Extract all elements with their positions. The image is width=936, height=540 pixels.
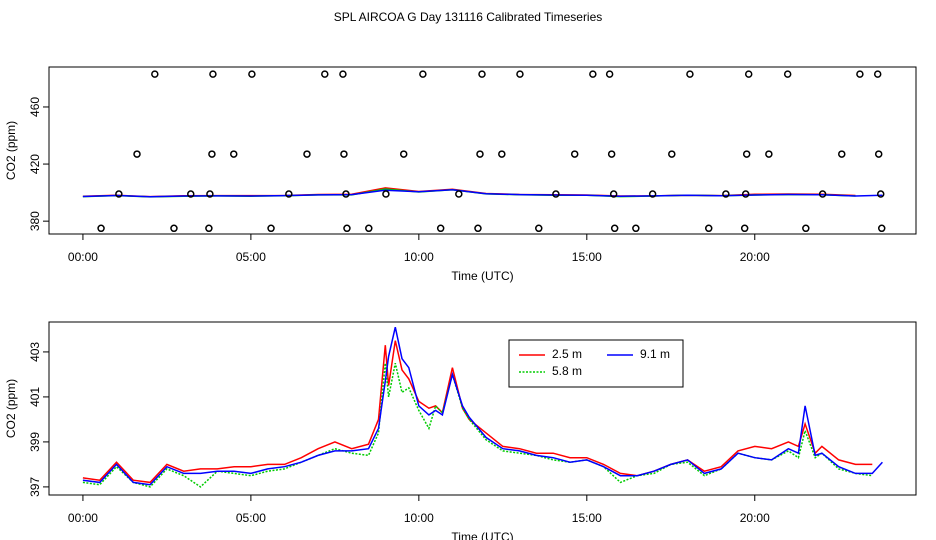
point [589, 70, 597, 78]
page-title: SPL AIRCOA G Day 131116 Calibrated Times… [334, 10, 603, 24]
point [516, 70, 524, 78]
legend-label: 2.5 m [552, 347, 582, 361]
point [285, 190, 293, 198]
point [648, 190, 657, 198]
point [97, 224, 105, 233]
point [151, 70, 159, 78]
x-tick-label: 10:00 [404, 250, 434, 264]
point [478, 70, 486, 78]
point [382, 190, 390, 198]
point [343, 224, 351, 233]
point [686, 70, 694, 78]
point [209, 70, 217, 78]
x-tick-label: 10:00 [404, 511, 434, 525]
legend-box [508, 339, 684, 388]
point [838, 150, 846, 158]
point [874, 150, 883, 158]
point [856, 70, 864, 78]
point [605, 70, 614, 78]
point [722, 190, 730, 198]
x-tick-label: 00:00 [68, 250, 98, 264]
point [115, 190, 123, 198]
y-tick-label: 399 [28, 432, 42, 452]
x-axis-label: Time (UTC) [451, 530, 513, 540]
legend: 2.5 m 5.8 m 9.1 m [508, 339, 684, 388]
x-axis-label: Time (UTC) [451, 269, 513, 283]
series-line [82, 327, 883, 486]
y-tick-label: 401 [28, 387, 42, 407]
point [609, 190, 618, 198]
y-tick-label: 403 [28, 342, 42, 362]
point [744, 70, 753, 78]
point [877, 224, 886, 233]
panel: 00:00 05:00 10:00 15:00 20:00 380 420 460 Time (… [4, 66, 917, 283]
series-line [82, 340, 873, 484]
point [704, 224, 713, 233]
point [267, 224, 275, 233]
point [498, 150, 506, 158]
point [741, 190, 750, 198]
point [742, 150, 751, 158]
point [340, 150, 348, 158]
point [668, 150, 676, 158]
x-tick-label: 00:00 [68, 511, 98, 525]
point [419, 70, 427, 78]
plot-frame [48, 66, 917, 235]
point [248, 70, 256, 78]
plot-frame [48, 321, 917, 496]
point [133, 150, 141, 158]
point [342, 190, 350, 198]
point [321, 70, 329, 78]
point [765, 150, 773, 158]
point [303, 150, 311, 158]
y-axis-label: CO2 (ppm) [4, 379, 18, 438]
point [535, 224, 543, 233]
legend-label: 9.1 m [640, 347, 670, 361]
point [552, 190, 560, 198]
point [876, 190, 885, 198]
point [436, 224, 445, 233]
point [399, 150, 408, 158]
point [365, 224, 373, 233]
point [208, 150, 216, 158]
y-tick-label: 397 [28, 477, 42, 497]
x-tick-label: 05:00 [236, 511, 266, 525]
point [339, 70, 347, 78]
y-tick-label: 380 [28, 211, 42, 231]
series-line [82, 363, 873, 488]
point [632, 224, 640, 233]
x-tick-label: 20:00 [740, 511, 770, 525]
point [873, 70, 882, 78]
x-tick-label: 20:00 [740, 250, 770, 264]
point [455, 190, 463, 198]
x-tick-label: 05:00 [236, 250, 266, 264]
point [170, 224, 178, 233]
point [570, 150, 579, 158]
point [187, 190, 195, 198]
y-tick-label: 460 [28, 97, 42, 117]
point [740, 224, 749, 233]
x-tick-label: 15:00 [572, 250, 602, 264]
y-axis-label: CO2 (ppm) [4, 121, 18, 180]
legend-label: 5.8 m [552, 364, 582, 378]
y-tick-label: 420 [28, 154, 42, 174]
point [610, 224, 619, 233]
point [474, 224, 482, 233]
point [818, 190, 827, 198]
point [607, 150, 616, 158]
point [783, 70, 792, 78]
panel: 00:00 05:00 10:00 15:00 20:00 397 399 401 403 Tim… [4, 321, 917, 540]
x-tick-label: 15:00 [572, 511, 602, 525]
point [476, 150, 484, 158]
point [802, 224, 810, 233]
point [206, 190, 214, 198]
point [230, 150, 238, 158]
point [205, 224, 213, 233]
series-line [82, 189, 883, 198]
